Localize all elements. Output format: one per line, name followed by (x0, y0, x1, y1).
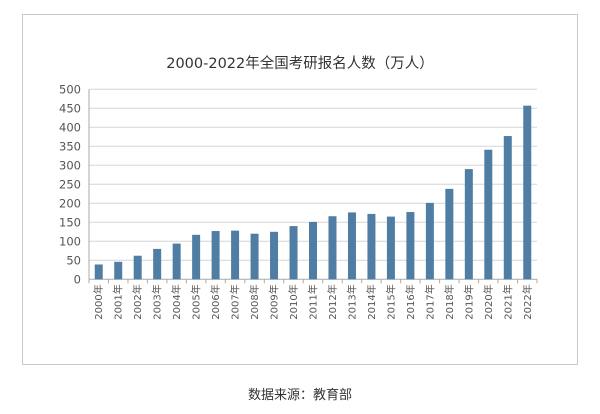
y-tick-label: 300 (59, 158, 81, 172)
x-tick-label: 2003年 (151, 284, 164, 319)
bar (523, 105, 532, 280)
bar (211, 231, 220, 280)
x-tick-label: 2013年 (345, 284, 358, 319)
chart-frame (22, 14, 578, 365)
y-tick-label: 100 (59, 234, 81, 248)
bar (192, 234, 201, 280)
bar (386, 216, 395, 280)
bar (289, 226, 298, 280)
x-tick-label: 2011年 (307, 284, 320, 319)
bar (270, 231, 279, 280)
x-tick-label: 2010年 (287, 284, 300, 319)
y-tick-label: 400 (59, 120, 81, 134)
bar (231, 230, 240, 280)
y-tick-label: 200 (59, 196, 81, 210)
bar (445, 188, 454, 280)
bar (328, 216, 337, 280)
y-tick-label: 150 (59, 215, 81, 229)
x-tick-label: 2002年 (131, 284, 144, 319)
y-tick-label: 50 (66, 253, 81, 267)
x-tick-label: 2019年 (462, 284, 475, 319)
x-tick-label: 2001年 (112, 284, 125, 319)
x-tick-label: 2007年 (229, 284, 242, 319)
x-tick-label: 2004年 (170, 284, 183, 319)
x-tick-label: 2016年 (404, 284, 417, 319)
x-tick-label: 2008年 (248, 284, 261, 319)
bar (309, 221, 317, 280)
y-tick-label: 350 (59, 139, 81, 153)
x-tick-label: 2021年 (501, 284, 514, 319)
bar (133, 255, 142, 280)
bar (464, 169, 473, 280)
bar (153, 248, 162, 280)
x-tick-label: 2005年 (190, 284, 203, 319)
x-tick-label: 2009年 (268, 284, 281, 319)
bar (503, 136, 512, 280)
bar (425, 202, 434, 280)
x-tick-label: 2020年 (482, 284, 495, 319)
bar (114, 261, 123, 280)
x-tick-label: 2012年 (326, 284, 339, 319)
x-tick-label: 2022年 (521, 284, 534, 319)
source-note: 数据来源：教育部 (247, 388, 352, 403)
y-tick-label: 250 (59, 177, 81, 191)
bar (367, 213, 376, 280)
bar (94, 264, 103, 280)
x-tick-label: 2018年 (443, 284, 456, 319)
bar (347, 212, 356, 280)
x-tick-label: 2014年 (365, 284, 378, 319)
x-tick-label: 2015年 (384, 284, 397, 319)
bar (484, 149, 493, 280)
y-tick-label: 450 (59, 101, 81, 115)
bar (406, 212, 415, 280)
chart-title: 2000-2022年全国考研报名人数（万人） (166, 54, 434, 72)
y-tick-label: 0 (74, 272, 81, 286)
x-tick-label: 2000年 (92, 284, 105, 319)
bar (250, 233, 259, 280)
y-tick-label: 500 (59, 82, 81, 96)
x-tick-label: 2017年 (423, 284, 436, 319)
x-tick-label: 2006年 (209, 284, 222, 319)
bar (172, 243, 181, 280)
